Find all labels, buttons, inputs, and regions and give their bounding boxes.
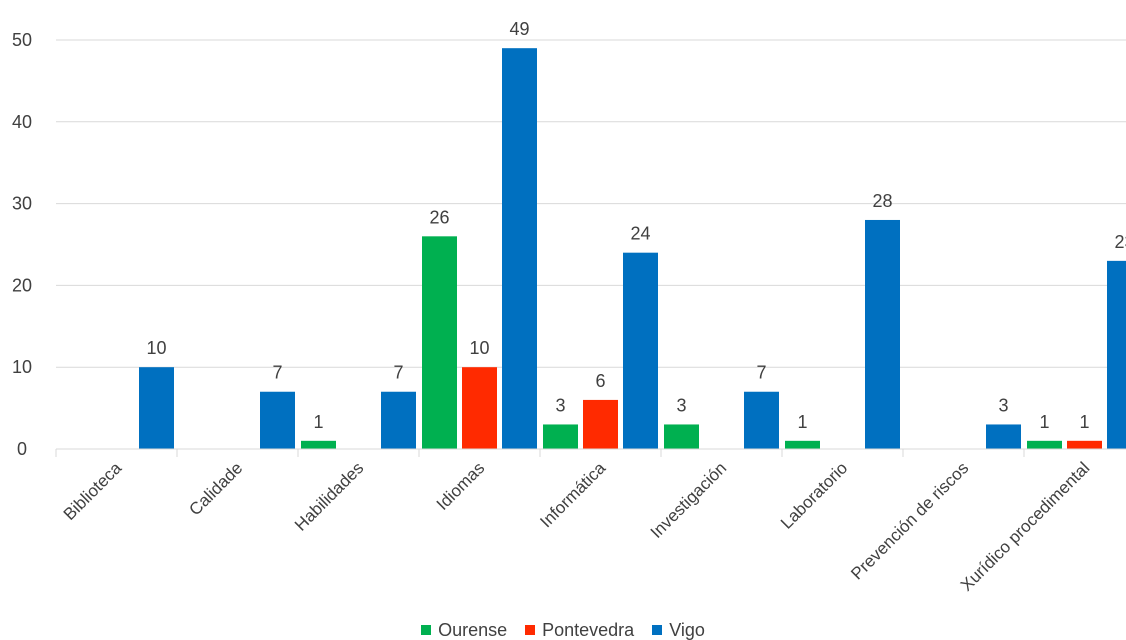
bar-pontevedra-informatica (583, 399, 618, 449)
legend: Ourense Pontevedra Vigo (0, 620, 1126, 640)
x-axis-labels: Biblioteca Calidade Habilidades Idiomas Info… (60, 458, 1094, 595)
bar-ourense-idiomas (422, 236, 457, 449)
data-label-vigo-informatica: 24 (630, 224, 650, 244)
data-label-vigo-biblioteca: 10 (146, 338, 166, 358)
y-tick-label: 0 (17, 439, 27, 459)
x-tick-label-habilidades: Habilidades (291, 458, 367, 534)
data-label-ourense-investigacion: 3 (676, 395, 686, 415)
data-label-vigo-habilidades: 7 (393, 363, 403, 383)
data-label-vigo-xuridico-procedimental: 23 (1114, 232, 1126, 252)
bar-vigo-prevencion-de-riscos (986, 424, 1021, 449)
data-label-vigo-idiomas: 49 (509, 19, 529, 39)
bar-vigo-habilidades (381, 391, 416, 449)
legend-swatch-ourense (421, 625, 432, 635)
x-tick-label-idiomas: Idiomas (433, 458, 489, 514)
bar-vigo-laboratorio (865, 219, 900, 449)
data-label-vigo-prevencion-de-riscos: 3 (998, 395, 1008, 415)
y-tick-label: 20 (12, 275, 32, 295)
legend-swatch-pontevedra (525, 625, 536, 635)
legend-item-ourense: Ourense (421, 620, 507, 640)
bar-vigo-calidade (260, 391, 295, 449)
y-axis-ticks: 0 10 20 30 40 50 (12, 30, 32, 459)
x-tick-label-investigacion: Investigación (647, 458, 731, 542)
legend-item-pontevedra: Pontevedra (525, 620, 634, 640)
x-tick-label-laboratorio: Laboratorio (777, 458, 851, 532)
data-label-ourense-laboratorio: 1 (797, 412, 807, 432)
legend-label-ourense: Ourense (438, 620, 508, 640)
bars (139, 48, 1126, 450)
x-tick-label-xuridico-procedimental: Xurídico procedimental (957, 458, 1093, 594)
bar-vigo-investigacion (744, 391, 779, 449)
x-tick-label-calidade: Calidade (185, 458, 246, 519)
bar-ourense-xuridico-procedimental (1027, 440, 1062, 449)
bar-ourense-investigacion (664, 424, 699, 449)
x-tick-label-informatica: Informática (536, 458, 609, 531)
data-label-pontevedra-informatica: 6 (595, 371, 605, 391)
bar-vigo-idiomas (502, 48, 537, 450)
bar-ourense-informatica (543, 424, 578, 449)
bar-pontevedra-xuridico-procedimental (1067, 440, 1102, 449)
x-axis (55, 448, 1126, 457)
legend-swatch-vigo (652, 625, 663, 635)
data-label-ourense-habilidades: 1 (313, 412, 323, 432)
x-tick-label-biblioteca: Biblioteca (60, 458, 126, 524)
legend-label-pontevedra: Pontevedra (542, 620, 635, 640)
data-label-pontevedra-xuridico-procedimental: 1 (1079, 412, 1089, 432)
y-tick-label: 40 (12, 112, 32, 132)
x-tick-label-prevencion-de-riscos: Prevención de riscos (847, 458, 972, 583)
bar-ourense-laboratorio (785, 440, 820, 449)
y-tick-label: 10 (12, 357, 32, 377)
bar-pontevedra-idiomas (462, 367, 497, 449)
data-label-pontevedra-idiomas: 10 (469, 338, 489, 358)
bar-ourense-habilidades (301, 440, 336, 449)
data-label-ourense-idiomas: 26 (429, 207, 449, 227)
y-tick-label: 30 (12, 194, 32, 214)
bar-vigo-xuridico-procedimental (1107, 260, 1126, 449)
bar-vigo-informatica (623, 252, 658, 449)
data-label-vigo-investigacion: 7 (756, 363, 766, 383)
legend-label-vigo: Vigo (669, 620, 705, 640)
data-label-ourense-informatica: 3 (555, 395, 565, 415)
legend-item-vigo: Vigo (652, 620, 705, 640)
data-labels: 10 7 1 7 26 10 49 3 6 24 3 7 1 28 3 1 1 23 (146, 19, 1126, 432)
y-tick-label: 50 (12, 30, 32, 50)
data-label-vigo-laboratorio: 28 (872, 191, 892, 211)
gridlines (56, 39, 1126, 368)
data-label-ourense-xuridico-procedimental: 1 (1039, 412, 1049, 432)
data-label-vigo-calidade: 7 (272, 363, 282, 383)
bar-vigo-biblioteca (139, 367, 174, 449)
